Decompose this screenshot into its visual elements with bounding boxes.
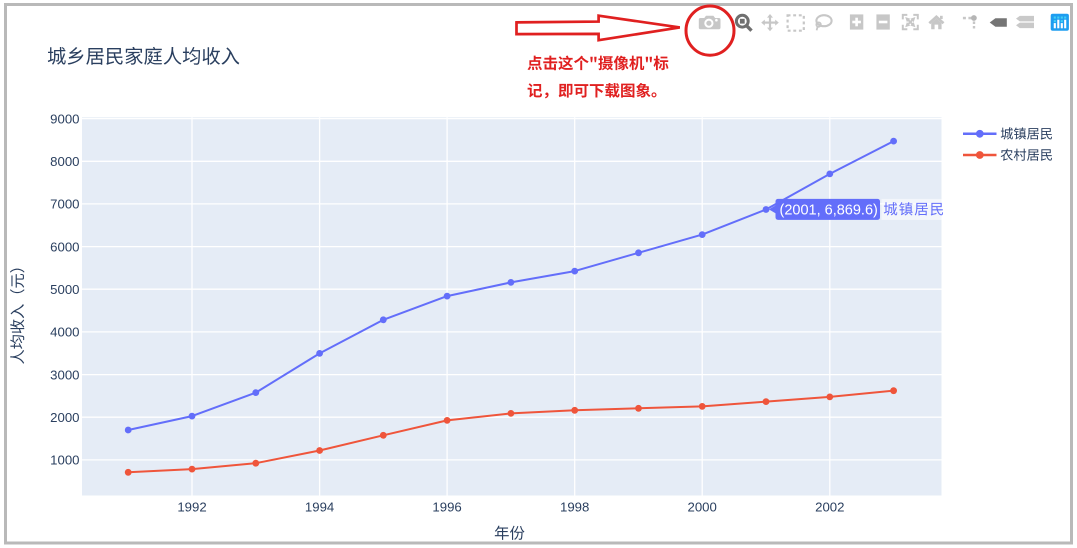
svg-text:2002: 2002 — [815, 499, 844, 514]
svg-text:9000: 9000 — [50, 111, 79, 126]
svg-text:1994: 1994 — [305, 499, 334, 514]
svg-text:7000: 7000 — [50, 197, 79, 212]
svg-text:3000: 3000 — [50, 367, 79, 382]
svg-text:2000: 2000 — [688, 499, 717, 514]
svg-text:1998: 1998 — [560, 499, 589, 514]
svg-text:6000: 6000 — [50, 239, 79, 254]
svg-text:8000: 8000 — [50, 154, 79, 169]
svg-text:1000: 1000 — [50, 453, 79, 468]
svg-text:2000: 2000 — [50, 410, 79, 425]
svg-text:4000: 4000 — [50, 325, 79, 340]
svg-text:1992: 1992 — [177, 499, 206, 514]
svg-text:1996: 1996 — [432, 499, 461, 514]
svg-text:(2001, 6,869.6): (2001, 6,869.6) — [780, 202, 878, 218]
svg-text:5000: 5000 — [50, 282, 79, 297]
